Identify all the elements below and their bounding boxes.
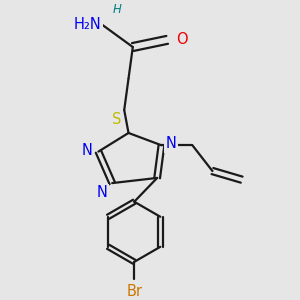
Text: S: S: [112, 112, 122, 127]
Text: Br: Br: [126, 284, 142, 299]
Text: N: N: [166, 136, 177, 151]
Text: H₂N: H₂N: [74, 16, 101, 32]
Text: N: N: [82, 142, 93, 158]
Text: N: N: [97, 185, 108, 200]
Text: H: H: [112, 3, 122, 16]
Text: O: O: [176, 32, 188, 46]
